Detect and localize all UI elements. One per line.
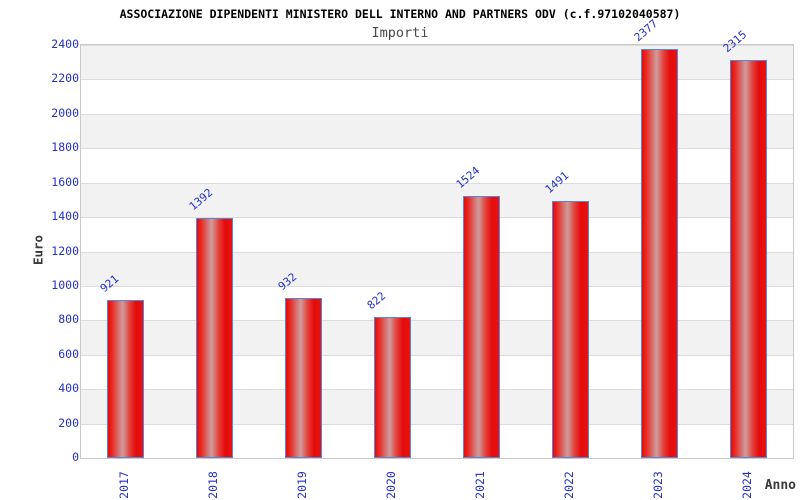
y-tick-label: 400 xyxy=(58,381,79,396)
x-tick-label-2024: 2024 xyxy=(739,471,754,499)
y-tick-label: 2400 xyxy=(51,37,79,51)
y-tick-label: 600 xyxy=(58,346,79,361)
grid-band xyxy=(81,217,793,252)
grid-line xyxy=(81,389,793,391)
x-tick-label-2019: 2019 xyxy=(294,471,309,499)
grid-band xyxy=(81,251,793,286)
grid-band xyxy=(81,182,793,218)
grid-line xyxy=(81,251,793,253)
bar-2020 xyxy=(374,316,411,458)
grid-line xyxy=(81,79,793,81)
chart-title: ASSOCIAZIONE DIPENDENTI MINISTERO DELL I… xyxy=(119,7,681,21)
grid-line xyxy=(81,320,793,322)
grid-band xyxy=(81,148,793,183)
grid-line xyxy=(81,285,793,287)
y-tick-label: 2200 xyxy=(51,71,79,86)
grid-line xyxy=(81,45,793,46)
y-tick-label: 1000 xyxy=(51,277,79,292)
grid-line xyxy=(81,217,793,219)
y-tick-label: 800 xyxy=(58,312,79,327)
chart-subtitle: Importi xyxy=(371,25,429,41)
grid-line xyxy=(81,113,793,115)
y-tick-label: 0 xyxy=(72,450,79,464)
x-tick-label-2018: 2018 xyxy=(205,471,220,499)
grid-line xyxy=(81,354,793,356)
grid-band xyxy=(81,320,793,355)
y-tick-label: 2000 xyxy=(51,105,79,120)
bar-2024 xyxy=(730,59,767,458)
y-tick-label: 1400 xyxy=(51,209,79,224)
grid-line xyxy=(81,148,793,150)
x-axis-title: Anno xyxy=(764,478,796,493)
grid-band xyxy=(81,113,793,149)
grid-line xyxy=(81,423,793,425)
grid-band xyxy=(81,285,793,321)
plot-area: 921 1392 932 822 1524 1491 2377 2315 xyxy=(80,17,794,459)
x-tick-label-2021: 2021 xyxy=(472,471,487,499)
bar-2023 xyxy=(641,48,678,458)
bar-2017 xyxy=(107,299,144,458)
grid-band xyxy=(81,79,793,114)
grid-band xyxy=(81,45,793,80)
x-tick-label-2022: 2022 xyxy=(561,471,576,499)
x-tick-label-2020: 2020 xyxy=(383,471,398,499)
grid-band xyxy=(81,389,793,424)
y-tick-label: 1200 xyxy=(51,243,79,258)
grid-band xyxy=(81,423,793,458)
bar-2019 xyxy=(285,297,322,458)
grid-band xyxy=(81,354,793,390)
y-tick-label: 1800 xyxy=(51,140,79,155)
y-tick-label: 1600 xyxy=(51,174,79,189)
y-axis-title: Euro xyxy=(30,234,46,266)
bar-2022 xyxy=(552,201,589,458)
bar-2018 xyxy=(196,218,233,458)
bar-2021 xyxy=(463,195,500,458)
x-tick-label-2017: 2017 xyxy=(116,471,131,499)
grid-line xyxy=(81,182,793,184)
y-tick-label: 200 xyxy=(58,415,79,430)
x-tick-label-2023: 2023 xyxy=(650,471,665,499)
